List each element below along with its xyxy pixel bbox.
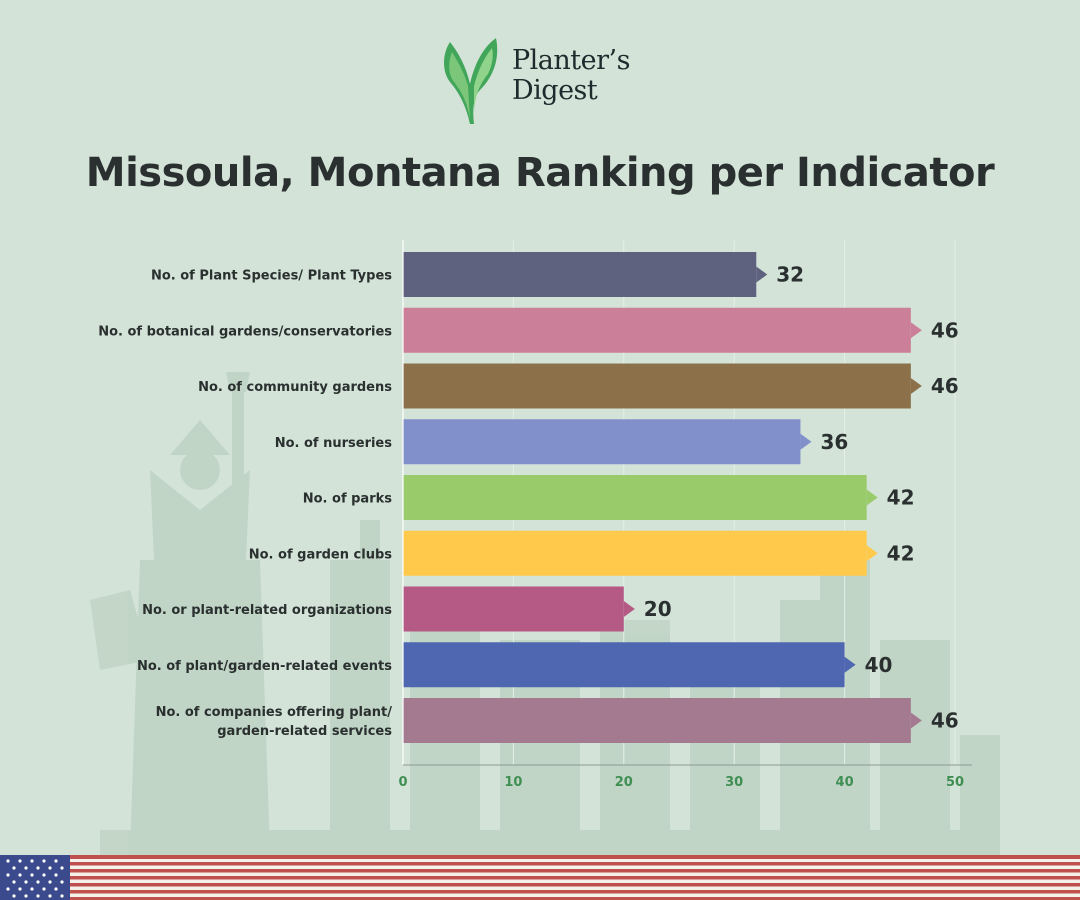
bar-pointer — [910, 378, 922, 394]
bar — [403, 642, 845, 688]
category-label: garden-related services — [217, 724, 392, 739]
category-label: No. of plant/garden-related events — [137, 659, 392, 674]
x-tick-label: 20 — [615, 775, 633, 790]
x-tick-label: 30 — [725, 775, 743, 790]
brand-name-line2: Digest — [512, 75, 598, 106]
brand-name: Planter’s Digest — [512, 46, 630, 106]
category-label: No. of Plant Species/ Plant Types — [151, 269, 392, 284]
bar — [403, 475, 867, 520]
brand-name-line1: Planter’s — [512, 45, 630, 76]
x-tick-label: 0 — [398, 775, 407, 790]
x-tick-label: 50 — [946, 775, 964, 790]
page-title: Missoula, Montana Ranking per Indicator — [85, 150, 995, 196]
bar — [403, 419, 801, 465]
category-label: No. or plant-related organizations — [142, 603, 392, 618]
bar-value-label: 20 — [644, 597, 672, 621]
category-label: No. of companies offering plant/ — [156, 705, 393, 720]
category-label: No. of community gardens — [198, 380, 392, 395]
bar-value-label: 40 — [865, 653, 893, 677]
bar-pointer — [866, 489, 878, 506]
bar-value-label: 46 — [931, 709, 959, 733]
leaf-sprout-icon — [444, 38, 498, 124]
bar-value-label: 42 — [887, 486, 915, 510]
bar-pointer — [756, 266, 768, 283]
category-label: No. of garden clubs — [249, 547, 393, 562]
bar-pointer — [623, 601, 635, 617]
bar — [403, 698, 911, 743]
bar — [403, 307, 911, 353]
bar-value-label: 36 — [820, 430, 848, 454]
bar — [403, 530, 867, 576]
bar — [403, 586, 624, 632]
x-tick-label: 40 — [836, 775, 854, 790]
bars: 32 No. of Plant Species/ Plant Types 46 No.… — [98, 252, 959, 743]
brand-logo: Planter’s Digest — [440, 36, 670, 126]
bar-value-label: 46 — [931, 374, 959, 398]
x-axis: 0 10 20 30 40 50 — [398, 240, 972, 790]
category-label: No. of botanical gardens/conservatories — [98, 324, 392, 339]
category-label: No. of nurseries — [275, 436, 393, 451]
bar-pointer — [866, 545, 878, 562]
bar — [403, 363, 911, 409]
category-label: No. of parks — [303, 492, 393, 507]
bar-pointer — [800, 433, 812, 450]
bar-pointer — [844, 656, 856, 673]
us-flag-icon — [0, 855, 1080, 900]
bar-pointer — [910, 712, 922, 729]
bar-value-label: 32 — [776, 263, 804, 287]
bar — [403, 252, 757, 297]
bar-pointer — [910, 322, 922, 339]
bar-value-label: 42 — [887, 541, 915, 565]
bar-value-label: 46 — [931, 318, 959, 342]
x-tick-label: 10 — [504, 775, 522, 790]
